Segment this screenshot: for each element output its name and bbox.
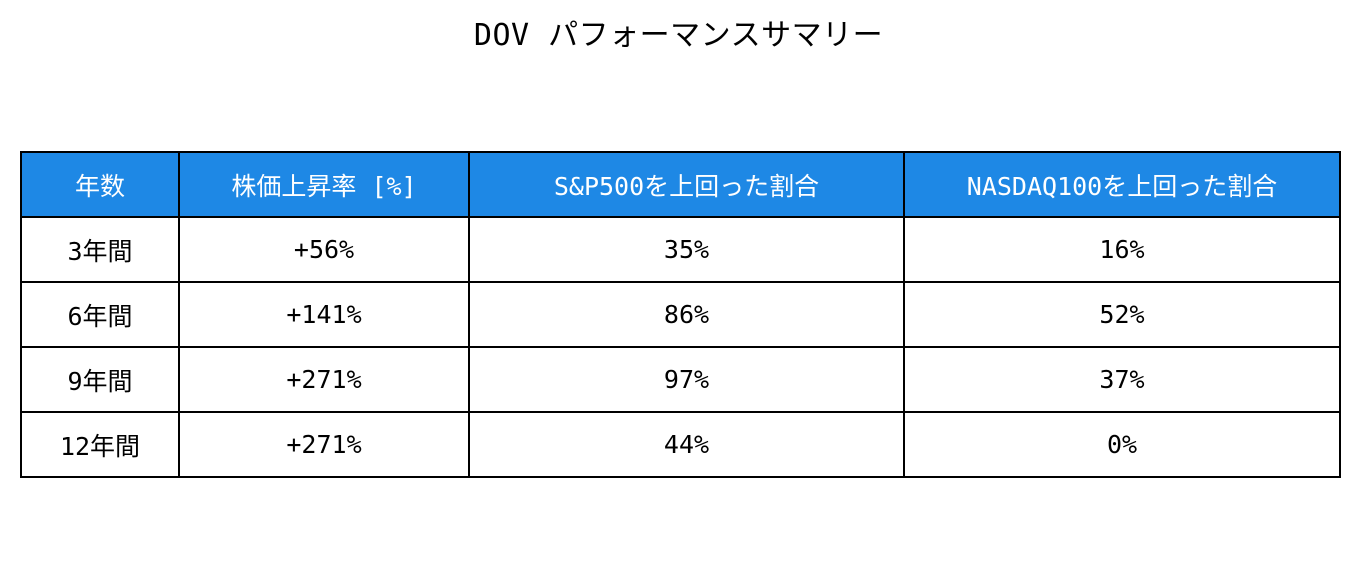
table-cell-period: 12年間	[20, 411, 180, 478]
performance-table: 年数 株価上昇率 [%] S&P500を上回った割合 NASDAQ100を上回っ…	[20, 151, 1341, 478]
table-cell-beat-sp500: 86%	[468, 281, 905, 348]
table-cell-price-change: +271%	[178, 411, 470, 478]
table-header-row: 年数 株価上昇率 [%] S&P500を上回った割合 NASDAQ100を上回っ…	[20, 151, 1341, 218]
table-cell-price-change: +56%	[178, 216, 470, 283]
table-row: 9年間 +271% 97% 37%	[20, 346, 1341, 413]
table-cell-price-change: +271%	[178, 346, 470, 413]
column-header-beat-nasdaq100: NASDAQ100を上回った割合	[903, 151, 1341, 218]
table-cell-beat-sp500: 44%	[468, 411, 905, 478]
table-cell-period: 9年間	[20, 346, 180, 413]
table-cell-price-change: +141%	[178, 281, 470, 348]
chart-title: DOV パフォーマンスサマリー	[473, 18, 884, 53]
table-cell-period: 6年間	[20, 281, 180, 348]
table-cell-beat-sp500: 97%	[468, 346, 905, 413]
table-row: 6年間 +141% 86% 52%	[20, 281, 1341, 348]
column-header-price-change: 株価上昇率 [%]	[178, 151, 470, 218]
table-cell-beat-nasdaq100: 52%	[903, 281, 1341, 348]
table-cell-beat-sp500: 35%	[468, 216, 905, 283]
table-row: 12年間 +271% 44% 0%	[20, 411, 1341, 478]
column-header-beat-sp500: S&P500を上回った割合	[468, 151, 905, 218]
table-cell-beat-nasdaq100: 16%	[903, 216, 1341, 283]
table-cell-period: 3年間	[20, 216, 180, 283]
table-row: 3年間 +56% 35% 16%	[20, 216, 1341, 283]
table-cell-beat-nasdaq100: 0%	[903, 411, 1341, 478]
table-cell-beat-nasdaq100: 37%	[903, 346, 1341, 413]
column-header-period: 年数	[20, 151, 180, 218]
